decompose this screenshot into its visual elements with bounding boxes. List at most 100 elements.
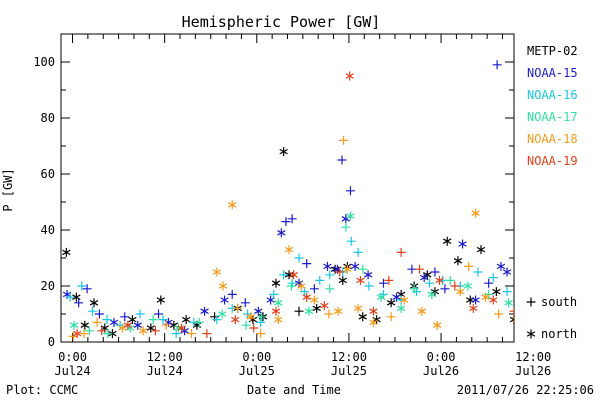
data-point-north bbox=[246, 312, 255, 322]
x-tick-time-label: 12:00 bbox=[147, 350, 183, 364]
data-point-south bbox=[415, 264, 425, 274]
data-point-south bbox=[581, 310, 590, 319]
data-point-south bbox=[409, 284, 419, 294]
data-point-south bbox=[227, 289, 237, 299]
data-point-north bbox=[181, 315, 191, 325]
data-point-south bbox=[269, 289, 279, 299]
data-point-south bbox=[337, 155, 347, 165]
data-markers bbox=[62, 60, 595, 341]
data-point-south bbox=[484, 278, 494, 288]
data-point-north bbox=[333, 306, 343, 316]
data-point-north bbox=[123, 320, 132, 330]
x-axis-label: Date and Time bbox=[247, 383, 341, 397]
x-tick-date-label: Jul25 bbox=[239, 364, 275, 378]
data-point-north bbox=[312, 303, 321, 313]
data-point-north bbox=[363, 270, 373, 280]
data-point-north bbox=[218, 281, 228, 291]
y-tick-label: 20 bbox=[41, 279, 55, 293]
series-noaa-17 bbox=[69, 211, 513, 339]
data-point-south bbox=[102, 315, 112, 325]
legend-noaa-18: NOAA-18 bbox=[527, 132, 578, 146]
data-point-north bbox=[469, 303, 478, 313]
data-point-south bbox=[256, 329, 266, 339]
data-point-north bbox=[341, 214, 351, 224]
data-point-north bbox=[320, 301, 329, 311]
legend-noaa-19: NOAA-19 bbox=[527, 154, 578, 168]
data-point-north bbox=[169, 320, 179, 330]
y-tick-label: 100 bbox=[33, 55, 55, 69]
series-legend: METP-02 NOAA-15 NOAA-16 NOAA-17 NOAA-18 NOAA-… bbox=[527, 44, 578, 168]
x-tick-date-label: Jul25 bbox=[331, 364, 367, 378]
plot-frame bbox=[60, 33, 515, 343]
data-point-south bbox=[579, 315, 588, 324]
data-point-south bbox=[502, 287, 512, 297]
data-point-south bbox=[299, 287, 309, 297]
data-point-south bbox=[241, 320, 251, 330]
data-point-south bbox=[335, 267, 345, 277]
data-point-north bbox=[279, 147, 288, 157]
data-point-south bbox=[294, 253, 304, 263]
data-point-south bbox=[256, 317, 266, 327]
data-point-south bbox=[135, 309, 145, 319]
data-point-north bbox=[228, 200, 237, 210]
y-axis-label: P [GW] bbox=[1, 168, 15, 211]
data-point-north bbox=[346, 211, 355, 221]
data-point-south bbox=[384, 275, 394, 285]
data-point-north bbox=[492, 287, 501, 297]
data-point-north bbox=[218, 309, 227, 319]
x-tick-time-label: 0:00 bbox=[58, 350, 87, 364]
data-point-north bbox=[274, 298, 283, 308]
data-point-south bbox=[450, 281, 460, 291]
data-point-south bbox=[378, 278, 388, 288]
data-point-south bbox=[256, 312, 266, 322]
data-point-north bbox=[62, 247, 71, 257]
chart-title: Hemispheric Power [GW] bbox=[182, 13, 381, 31]
data-point-north bbox=[417, 306, 427, 316]
data-point-south bbox=[553, 318, 562, 327]
data-point-south bbox=[488, 273, 498, 283]
data-point-north bbox=[128, 315, 137, 325]
data-point-north bbox=[386, 298, 396, 308]
data-point-south bbox=[538, 310, 547, 319]
data-point-north bbox=[535, 318, 543, 327]
data-point-north bbox=[502, 267, 512, 277]
data-point-north bbox=[512, 316, 514, 323]
data-point-north bbox=[453, 256, 463, 266]
data-point-north bbox=[271, 278, 281, 288]
data-point-north bbox=[496, 261, 506, 271]
data-point-north bbox=[433, 320, 442, 330]
data-point-south bbox=[120, 312, 130, 322]
data-point-south bbox=[187, 329, 197, 339]
data-point-north bbox=[400, 295, 409, 305]
data-point-south bbox=[315, 275, 325, 285]
data-point-north bbox=[396, 303, 406, 313]
data-point-north bbox=[419, 273, 429, 283]
data-point-south bbox=[584, 321, 593, 330]
data-point-south bbox=[425, 278, 435, 288]
data-point-north bbox=[69, 320, 79, 330]
series-noaa-19 bbox=[72, 71, 514, 339]
data-point-north bbox=[481, 292, 490, 302]
data-point-north bbox=[89, 298, 99, 308]
data-point-south bbox=[430, 267, 440, 277]
data-point-south bbox=[194, 317, 204, 327]
data-point-south bbox=[519, 296, 528, 305]
plot-area: 0204060801000:00Jul2412:00Jul240:00Jul25… bbox=[33, 33, 595, 378]
legend-noaa-16: NOAA-16 bbox=[527, 88, 578, 102]
data-point-south bbox=[103, 329, 113, 339]
data-point-north bbox=[587, 326, 595, 335]
data-point-north bbox=[109, 317, 119, 327]
data-point-north bbox=[392, 292, 401, 302]
data-point-south bbox=[364, 281, 374, 291]
data-point-north bbox=[546, 310, 554, 319]
data-point-south bbox=[158, 315, 168, 325]
marker-legend: south north bbox=[526, 295, 577, 341]
data-point-north bbox=[289, 270, 298, 280]
data-point-north bbox=[476, 245, 486, 255]
data-point-south bbox=[77, 281, 87, 291]
data-point-north bbox=[369, 317, 378, 327]
series-noaa-16 bbox=[65, 236, 593, 339]
data-point-south bbox=[92, 317, 102, 327]
data-point-south bbox=[84, 326, 94, 336]
